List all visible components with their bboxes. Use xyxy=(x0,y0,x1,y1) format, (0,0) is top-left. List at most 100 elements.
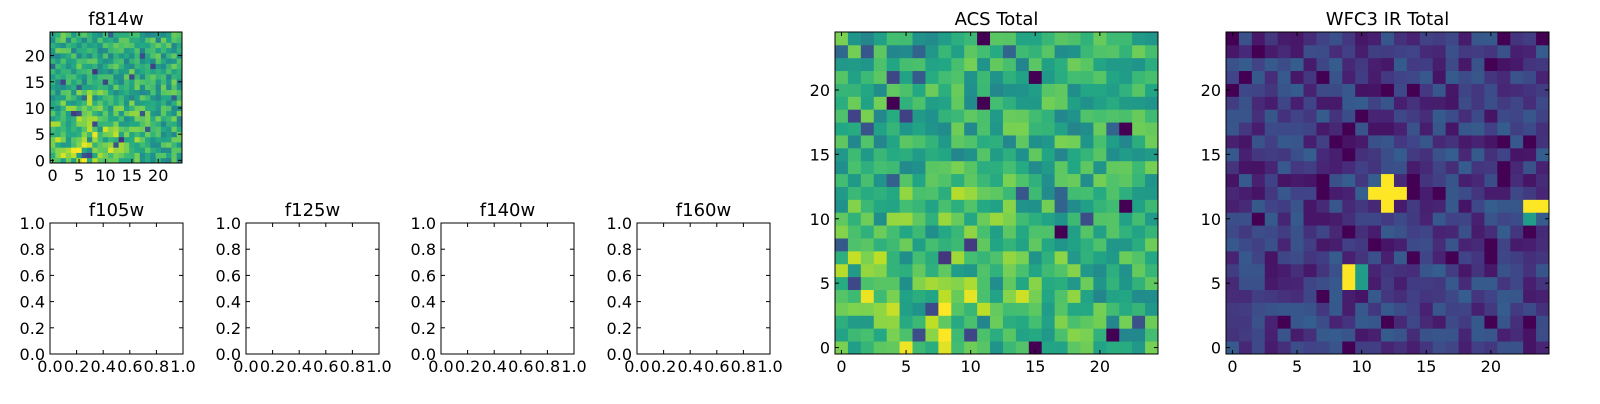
heatmap-cell xyxy=(123,147,130,153)
heatmap-cell xyxy=(55,94,61,101)
heatmap-cell xyxy=(60,126,67,132)
heatmap-cell xyxy=(925,57,939,72)
y-tick-label: 0.8 xyxy=(216,240,241,259)
heatmap-cell xyxy=(1523,238,1537,252)
heatmap-cell xyxy=(166,84,172,91)
heatmap-cell xyxy=(938,250,952,265)
heatmap-cell xyxy=(60,121,67,127)
heatmap-cell xyxy=(86,94,93,101)
heatmap-cell xyxy=(847,341,862,355)
heatmap-cell xyxy=(129,105,135,111)
heatmap-cell xyxy=(1329,212,1343,226)
heatmap-cell xyxy=(134,79,141,85)
heatmap-cell xyxy=(1458,225,1472,239)
heatmap-cell xyxy=(990,199,1004,213)
heatmap-cell xyxy=(990,225,1004,239)
x-tick-label: 0 xyxy=(48,166,58,185)
heatmap-cell xyxy=(71,115,77,122)
heatmap-cell xyxy=(964,302,978,316)
heatmap-cell xyxy=(1471,289,1485,303)
heatmap-cell xyxy=(86,58,93,64)
heatmap-cell xyxy=(1342,57,1356,72)
heatmap-cell xyxy=(1316,147,1330,162)
heatmap-cell xyxy=(50,126,56,132)
heatmap-cell xyxy=(1093,328,1107,342)
heatmap-cell xyxy=(899,70,913,84)
heatmap-cell xyxy=(129,42,135,49)
heatmap-cell xyxy=(55,42,61,49)
heatmap-cell xyxy=(1067,109,1081,123)
heatmap-cell xyxy=(1355,199,1369,213)
heatmap-cell xyxy=(835,250,849,265)
heatmap-cell xyxy=(97,100,104,106)
heatmap-cell xyxy=(50,115,56,122)
heatmap-cell xyxy=(1393,225,1408,239)
heatmap-cell xyxy=(1393,315,1408,329)
heatmap-cell xyxy=(65,52,72,59)
heatmap-cell xyxy=(76,79,83,85)
heatmap-cell xyxy=(1523,135,1537,149)
heatmap-cell xyxy=(873,122,888,136)
heatmap-cell xyxy=(1002,225,1017,239)
heatmap-cell xyxy=(1106,44,1120,59)
heatmap-cell xyxy=(1523,32,1537,46)
heatmap-cell xyxy=(139,73,146,80)
heatmap-cell xyxy=(81,52,88,59)
heatmap-cell xyxy=(1226,147,1240,162)
heatmap-cell xyxy=(113,152,120,159)
heatmap-cell xyxy=(847,147,862,162)
heatmap-cell xyxy=(1080,302,1094,316)
heatmap-cell xyxy=(150,126,156,132)
heatmap-cell xyxy=(835,289,849,303)
heatmap-cell xyxy=(1329,263,1343,278)
heatmap-cell xyxy=(176,63,183,70)
heatmap-cell xyxy=(938,96,952,110)
heatmap-cell xyxy=(835,57,849,72)
heatmap-cell xyxy=(1510,147,1524,162)
y-tick-label: 0 xyxy=(35,151,45,170)
heatmap-cell xyxy=(1316,341,1330,355)
heatmap-cell xyxy=(990,122,1004,136)
heatmap-cell xyxy=(81,32,88,38)
heatmap-cell xyxy=(886,212,900,226)
heatmap-cell xyxy=(145,94,151,101)
heatmap-cell xyxy=(113,79,120,85)
heatmap-cell xyxy=(1067,302,1081,316)
heatmap-cell xyxy=(55,152,61,159)
heatmap-cell xyxy=(1002,96,1017,110)
heatmap-cell xyxy=(86,32,93,38)
heatmap-cell xyxy=(1355,135,1369,149)
heatmap-cell xyxy=(86,131,93,138)
heatmap-cell xyxy=(139,58,146,64)
heatmap-cell xyxy=(171,100,178,106)
heatmap-cell xyxy=(1368,341,1382,355)
heatmap-cell xyxy=(1471,225,1485,239)
heatmap-cell xyxy=(1406,135,1421,149)
heatmap-cell xyxy=(1132,225,1146,239)
heatmap-cell xyxy=(964,276,978,290)
heatmap-cell xyxy=(1536,341,1550,355)
heatmap-cell xyxy=(847,160,862,175)
heatmap-cell xyxy=(951,276,965,290)
heatmap-cell xyxy=(160,142,167,148)
heatmap-cell xyxy=(1290,147,1304,162)
heatmap-cell xyxy=(1264,225,1279,239)
heatmap-cell xyxy=(1406,199,1421,213)
heatmap-cell xyxy=(160,42,167,49)
heatmap-cell xyxy=(160,89,167,96)
heatmap-cell xyxy=(1132,276,1146,290)
heatmap-cell xyxy=(108,105,114,111)
heatmap-cell xyxy=(925,238,939,252)
heatmap-cell xyxy=(899,315,913,329)
heatmap-cell xyxy=(1041,173,1056,187)
y-tick-label: 0.6 xyxy=(411,266,436,285)
heatmap-cell xyxy=(81,105,88,111)
heatmap-cell xyxy=(86,126,93,132)
heatmap-cell xyxy=(1368,57,1382,72)
heatmap-cell xyxy=(1028,135,1043,149)
heatmap-cell xyxy=(166,100,172,106)
heatmap-cell xyxy=(50,47,56,54)
heatmap-cell xyxy=(964,199,978,213)
heatmap-cell xyxy=(166,126,172,132)
heatmap-cell xyxy=(86,47,93,54)
